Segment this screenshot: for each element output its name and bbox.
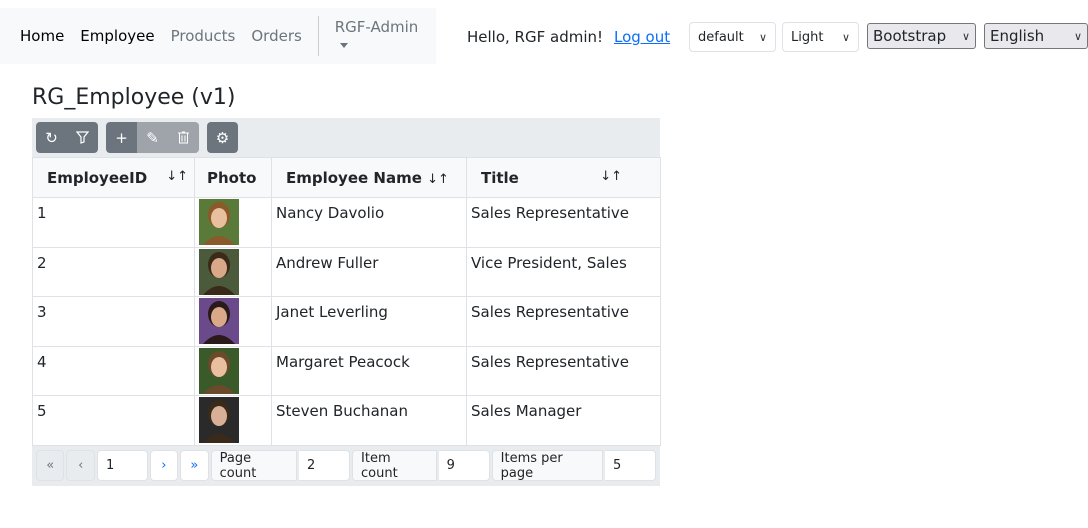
sort-icon[interactable]: ↓↑ [600, 169, 622, 184]
cell-employee-name: Janet Leverling [271, 296, 467, 347]
filter-icon[interactable] [67, 122, 98, 153]
language-select[interactable]: English ∨ [984, 23, 1088, 49]
column-header-title[interactable]: Title ↓↑ [466, 157, 661, 198]
cell-employeeid: 4 [32, 345, 195, 396]
cell-photo [194, 395, 272, 446]
toolbar-group-settings: ⚙ [207, 122, 238, 153]
mode-select[interactable]: Light ∨ [782, 22, 859, 52]
employee-photo [199, 347, 239, 394]
header-label: Employee Name [286, 168, 422, 187]
employee-photo [199, 298, 239, 344]
size-select[interactable]: default ∨ [689, 22, 776, 52]
cell-photo [194, 246, 272, 297]
page-title: RG_Employee (v1) [32, 85, 236, 110]
items-per-page-label: Items per page [491, 450, 603, 481]
table-row[interactable]: 4 Margaret Peacock Sales Representative [32, 345, 661, 396]
nav-employee[interactable]: Employee [80, 27, 155, 45]
item-count-label: Item count [352, 450, 437, 481]
nav-products[interactable]: Products [170, 27, 236, 45]
cell-employee-name: Margaret Peacock [271, 345, 467, 396]
sort-icon[interactable]: ↓↑ [427, 171, 449, 187]
employee-photo [199, 199, 239, 245]
table-row[interactable]: 3 Janet Leverling Sales Representative [32, 296, 661, 347]
caret-down-icon [339, 43, 348, 48]
greeting: Hello, RGF admin! [467, 28, 604, 46]
cell-employee-name: Andrew Fuller [271, 246, 467, 297]
pager: « ‹ 1 › » Page count 2 Item count 9 Items … [32, 445, 660, 486]
cell-photo [194, 296, 272, 347]
logout-link[interactable]: Log out [614, 28, 671, 46]
chevron-down-icon: ∨ [1073, 29, 1082, 43]
cell-title: Sales Representative [466, 296, 661, 347]
grid-toolbar: ↻ + ✎ ⚙ [32, 118, 660, 157]
size-value: default [698, 29, 744, 45]
gear-icon[interactable]: ⚙ [207, 122, 238, 153]
theme-select[interactable]: Bootstrap ∨ [867, 23, 976, 49]
page-count-label: Page count [210, 450, 297, 481]
cell-employee-name: Nancy Davolio [271, 197, 467, 248]
page-count-value: 2 [298, 450, 351, 481]
employee-table: EmployeeID ↓↑ Photo Employee Name ↓↑ Titl… [32, 157, 661, 446]
toolbar-group-view: ↻ [36, 122, 98, 153]
employee-photo [199, 248, 239, 295]
page-input[interactable]: 1 [96, 450, 148, 481]
header-label: Photo [207, 168, 257, 187]
nav-divider [317, 16, 319, 56]
cell-title: Sales Manager [466, 395, 661, 446]
sort-icon[interactable]: ↓↑ [166, 169, 188, 184]
items-per-page-input[interactable]: 5 [604, 450, 657, 481]
navbar: Home Employee Products Orders RGF-Admin [0, 8, 436, 64]
cell-title: Vice President, Sales [466, 246, 661, 297]
cell-employeeid: 3 [32, 296, 195, 347]
cell-photo [194, 345, 272, 396]
language-value: English [990, 27, 1045, 45]
nav-admin-dropdown[interactable]: RGF-Admin [335, 18, 420, 54]
header-label: Title [481, 168, 519, 187]
chevron-down-icon: ∨ [841, 30, 850, 44]
last-page-icon[interactable]: » [180, 450, 209, 481]
employee-photo [199, 397, 239, 443]
cell-employeeid: 5 [32, 395, 195, 446]
chevron-down-icon: ∨ [961, 29, 970, 43]
delete-trash-icon[interactable] [168, 122, 199, 153]
cell-employeeid: 1 [32, 197, 195, 248]
cell-title: Sales Representative [466, 197, 661, 248]
cell-employee-name: Steven Buchanan [271, 395, 467, 446]
item-count-value: 9 [438, 450, 490, 481]
nav-orders[interactable]: Orders [251, 27, 302, 45]
edit-pencil-icon[interactable]: ✎ [137, 122, 168, 153]
nav-home[interactable]: Home [20, 27, 65, 45]
prev-page-icon[interactable]: ‹ [66, 450, 95, 481]
add-icon[interactable]: + [106, 122, 137, 153]
cell-photo [194, 197, 272, 248]
first-page-icon[interactable]: « [36, 450, 65, 481]
employee-grid: ↻ + ✎ ⚙ EmployeeID ↓↑ Photo Employee Name… [32, 118, 661, 486]
mode-value: Light [791, 29, 824, 45]
table-row[interactable]: 5 Steven Buchanan Sales Manager [32, 395, 661, 446]
cell-employeeid: 2 [32, 246, 195, 297]
toolbar-group-edit: + ✎ [106, 122, 199, 153]
column-header-employeeid[interactable]: EmployeeID ↓↑ [32, 157, 195, 198]
header-label: EmployeeID [47, 168, 148, 187]
nav-admin-label: RGF-Admin [334, 18, 419, 36]
cell-title: Sales Representative [466, 345, 661, 396]
column-header-photo: Photo [194, 157, 272, 198]
next-page-icon[interactable]: › [149, 450, 179, 481]
chevron-down-icon: ∨ [758, 30, 767, 44]
table-row[interactable]: 2 Andrew Fuller Vice President, Sales [32, 246, 661, 297]
column-header-employee-name[interactable]: Employee Name ↓↑ [271, 157, 467, 198]
refresh-icon[interactable]: ↻ [36, 122, 67, 153]
table-row[interactable]: 1 Nancy Davolio Sales Representative [32, 197, 661, 248]
theme-value: Bootstrap [873, 27, 947, 45]
